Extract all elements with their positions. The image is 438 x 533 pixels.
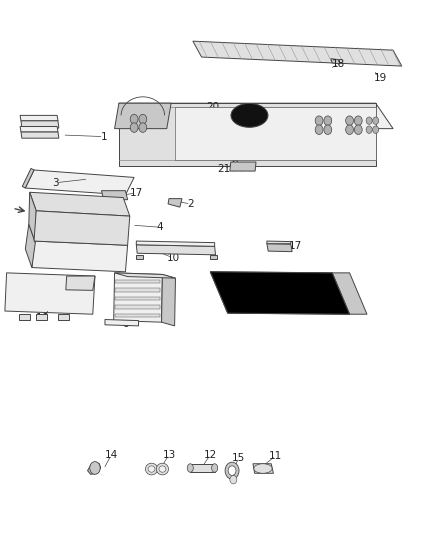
Text: 19: 19 <box>374 73 387 83</box>
Polygon shape <box>21 132 59 138</box>
Polygon shape <box>162 274 176 326</box>
Polygon shape <box>193 41 402 66</box>
Circle shape <box>139 114 147 124</box>
Circle shape <box>130 123 138 132</box>
Circle shape <box>225 462 239 479</box>
Text: 21: 21 <box>218 164 231 174</box>
Polygon shape <box>119 103 393 128</box>
Circle shape <box>366 126 372 133</box>
Polygon shape <box>190 464 215 472</box>
Ellipse shape <box>231 103 268 127</box>
Polygon shape <box>25 170 134 195</box>
Polygon shape <box>267 244 292 252</box>
Text: 8: 8 <box>122 319 129 329</box>
Polygon shape <box>332 273 367 314</box>
Text: 7: 7 <box>146 305 153 315</box>
Text: 3: 3 <box>53 177 59 188</box>
Text: 5: 5 <box>279 301 286 311</box>
Polygon shape <box>88 463 101 474</box>
Circle shape <box>230 475 237 484</box>
Polygon shape <box>36 314 47 319</box>
Polygon shape <box>136 245 215 255</box>
Polygon shape <box>116 305 160 309</box>
Ellipse shape <box>145 463 158 475</box>
Circle shape <box>346 116 353 125</box>
Polygon shape <box>136 255 143 259</box>
Polygon shape <box>210 272 350 314</box>
Polygon shape <box>29 192 36 243</box>
Text: 10: 10 <box>167 253 180 263</box>
Polygon shape <box>116 280 160 284</box>
Text: 2: 2 <box>187 199 194 209</box>
Text: 13: 13 <box>162 450 176 460</box>
Polygon shape <box>210 255 217 259</box>
Polygon shape <box>116 297 160 301</box>
Circle shape <box>354 116 362 125</box>
Text: 14: 14 <box>104 450 118 461</box>
Polygon shape <box>136 241 215 246</box>
Ellipse shape <box>156 463 169 475</box>
Text: 12: 12 <box>204 450 217 460</box>
Circle shape <box>373 126 379 133</box>
Polygon shape <box>230 162 256 171</box>
Polygon shape <box>20 126 58 132</box>
Polygon shape <box>267 241 291 244</box>
Circle shape <box>139 123 147 132</box>
Polygon shape <box>115 103 171 128</box>
Circle shape <box>346 125 353 134</box>
Circle shape <box>324 125 332 134</box>
Circle shape <box>315 116 323 125</box>
Text: 20: 20 <box>206 102 219 112</box>
Polygon shape <box>5 273 95 314</box>
Polygon shape <box>19 314 30 319</box>
Polygon shape <box>176 108 376 160</box>
Circle shape <box>90 462 100 474</box>
Circle shape <box>315 125 323 134</box>
Circle shape <box>228 466 236 475</box>
Text: 22: 22 <box>130 105 143 115</box>
Ellipse shape <box>148 466 155 472</box>
Polygon shape <box>331 59 340 64</box>
Polygon shape <box>210 272 350 314</box>
Ellipse shape <box>159 466 166 472</box>
Polygon shape <box>66 276 95 290</box>
Text: 17: 17 <box>289 241 302 251</box>
Polygon shape <box>20 115 58 120</box>
Circle shape <box>373 117 379 124</box>
Text: 11: 11 <box>269 451 282 461</box>
Text: 18: 18 <box>332 59 345 69</box>
Polygon shape <box>22 168 34 188</box>
Polygon shape <box>253 464 273 473</box>
Ellipse shape <box>187 464 193 472</box>
Text: 1: 1 <box>100 132 107 142</box>
Text: 6: 6 <box>231 157 237 166</box>
Polygon shape <box>119 103 376 166</box>
Ellipse shape <box>254 464 272 473</box>
Ellipse shape <box>212 464 218 472</box>
Polygon shape <box>105 319 138 326</box>
Polygon shape <box>115 273 176 278</box>
Polygon shape <box>34 211 130 245</box>
Polygon shape <box>21 120 59 128</box>
Text: 15: 15 <box>232 454 245 463</box>
Polygon shape <box>58 314 69 319</box>
Polygon shape <box>32 241 127 272</box>
Text: 4: 4 <box>157 222 163 232</box>
Polygon shape <box>25 224 35 268</box>
Circle shape <box>324 116 332 125</box>
Circle shape <box>354 125 362 134</box>
Circle shape <box>130 114 138 124</box>
Polygon shape <box>116 314 160 317</box>
Circle shape <box>366 117 372 124</box>
Polygon shape <box>114 273 162 322</box>
Polygon shape <box>30 192 130 216</box>
Polygon shape <box>116 288 160 292</box>
Polygon shape <box>168 199 182 207</box>
Text: 16: 16 <box>36 313 49 324</box>
Polygon shape <box>102 191 127 200</box>
Text: 17: 17 <box>130 188 143 198</box>
